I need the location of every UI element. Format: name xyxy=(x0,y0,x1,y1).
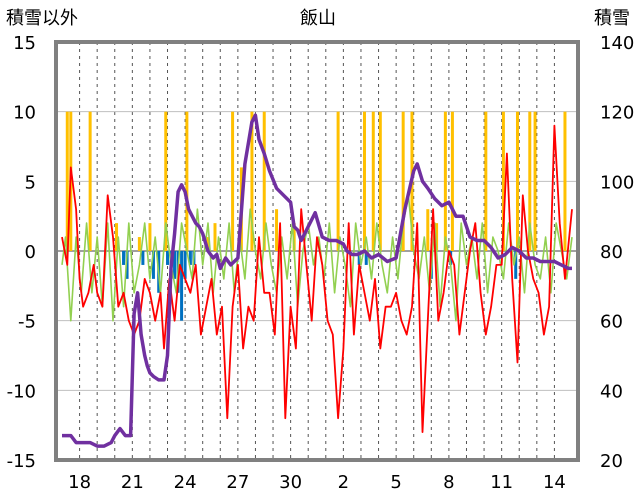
left-axis-title: 積雪以外 xyxy=(6,8,78,29)
precip-bar xyxy=(292,223,296,251)
precip-bar xyxy=(401,111,405,252)
left-tick-label: -5 xyxy=(18,312,36,333)
precip-bar xyxy=(371,111,375,252)
x-tick-label: 30 xyxy=(279,472,302,493)
snow-depth-line xyxy=(62,113,572,448)
change-bar xyxy=(151,251,155,279)
right-tick-label: 100 xyxy=(600,172,634,193)
precip-bar xyxy=(443,111,447,252)
temperature-line xyxy=(61,124,573,434)
change-bar xyxy=(357,251,361,265)
x-tick-label: 18 xyxy=(68,472,91,493)
change-bar xyxy=(188,251,192,265)
precip-bar xyxy=(250,111,254,252)
precip-bar xyxy=(88,111,92,252)
precip-bar xyxy=(528,111,532,252)
x-tick-label: 11 xyxy=(490,472,513,493)
precip-bar xyxy=(185,111,189,252)
change-bar xyxy=(141,251,145,265)
right-tick-label: 40 xyxy=(600,381,623,402)
precip-bar xyxy=(206,237,210,251)
x-tick-label: 8 xyxy=(443,472,454,493)
left-ticks: 15 10 5 0 -5 -10 -15 xyxy=(7,33,36,472)
precip-bar xyxy=(450,111,454,252)
precip-bar xyxy=(362,111,366,252)
x-tick-label: 21 xyxy=(121,472,144,493)
plot-frame xyxy=(54,40,580,462)
precip-bar xyxy=(435,223,439,251)
left-tick-label: -10 xyxy=(7,381,36,402)
precip-bar xyxy=(115,223,119,251)
change-bar xyxy=(514,251,518,279)
left-tick-label: 10 xyxy=(13,103,36,124)
x-ticks: 18 21 24 27 30 2 5 8 11 14 xyxy=(68,472,566,493)
x-tick-label: 27 xyxy=(226,472,249,493)
x-tick-label: 24 xyxy=(174,472,197,493)
right-tick-label: 60 xyxy=(600,312,623,333)
precip-bar xyxy=(484,111,488,252)
precip-bar xyxy=(378,111,382,252)
precip-bar xyxy=(262,111,266,252)
precip-bar xyxy=(533,111,537,252)
left-tick-label: 5 xyxy=(25,172,36,193)
x-tick-label: 5 xyxy=(390,472,401,493)
precip-bar xyxy=(275,209,279,251)
change-bar xyxy=(183,251,187,279)
right-tick-label: 80 xyxy=(600,242,623,263)
precip-bar xyxy=(515,111,519,252)
left-tick-label: 15 xyxy=(13,33,36,54)
right-tick-label: 120 xyxy=(600,103,634,124)
change-bar xyxy=(166,251,170,265)
precip-bar xyxy=(137,237,141,251)
change-bar xyxy=(173,251,177,279)
x-tick-label: 2 xyxy=(338,472,349,493)
precip-bar xyxy=(164,111,168,252)
chart-title: 飯山 xyxy=(300,8,336,29)
change-bar xyxy=(122,251,126,265)
right-tick-label: 140 xyxy=(600,33,634,54)
x-tick-label: 14 xyxy=(543,472,566,493)
precip-bar xyxy=(213,223,217,251)
precip-bar xyxy=(426,209,430,251)
right-axis-title: 積雪 xyxy=(594,8,630,29)
left-tick-label: 0 xyxy=(25,242,36,263)
precip-bar xyxy=(148,223,152,251)
precip-bar xyxy=(501,111,505,252)
left-tick-label: -15 xyxy=(7,451,36,472)
change-bar xyxy=(125,251,129,279)
precip-bar xyxy=(336,111,340,252)
precip-bar xyxy=(231,111,235,252)
change-bar xyxy=(364,251,368,265)
precip-bar xyxy=(65,111,69,252)
right-ticks: 140 120 100 80 60 40 20 xyxy=(600,33,634,472)
series-lines xyxy=(61,113,573,448)
right-tick-label: 20 xyxy=(600,451,623,472)
change-bar xyxy=(180,251,184,321)
precip-bar xyxy=(563,111,567,252)
horizontal-gridlines xyxy=(56,111,578,391)
